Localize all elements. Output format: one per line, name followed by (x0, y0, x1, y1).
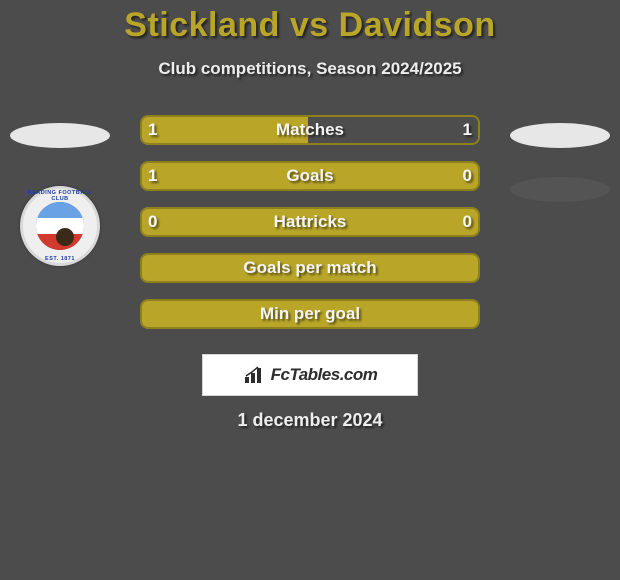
bar-left-fill (142, 301, 480, 329)
bar-track (140, 299, 480, 329)
bar-track (140, 115, 480, 145)
value-left: 1 (148, 161, 157, 191)
bar-left-fill (142, 255, 480, 283)
value-right: 1 (463, 115, 472, 145)
bar-track (140, 253, 480, 283)
value-left: 1 (148, 115, 157, 145)
brand-text: FcTables.com (271, 365, 378, 385)
bar-track (140, 207, 480, 237)
value-right: 0 (463, 161, 472, 191)
comparison-row: Hattricks00 (0, 207, 620, 253)
bar-right-fill (308, 117, 478, 145)
bar-track (140, 161, 480, 191)
comparison-row: Goals per match (0, 253, 620, 299)
value-left: 0 (148, 207, 157, 237)
comparison-rows: Matches11Goals10Hattricks00Goals per mat… (0, 115, 620, 345)
page-title: Stickland vs Davidson (0, 0, 620, 45)
value-right: 0 (463, 207, 472, 237)
comparison-row: Min per goal (0, 299, 620, 345)
date-line: 1 december 2024 (0, 410, 620, 431)
bar-left-fill (142, 163, 480, 191)
bar-left-fill (142, 209, 480, 237)
brand-bar-chart-icon (243, 366, 265, 384)
comparison-row: Goals10 (0, 161, 620, 207)
comparison-row: Matches11 (0, 115, 620, 161)
subtitle: Club competitions, Season 2024/2025 (0, 59, 620, 79)
bar-left-fill (142, 117, 312, 145)
brand-box: FcTables.com (202, 354, 418, 396)
